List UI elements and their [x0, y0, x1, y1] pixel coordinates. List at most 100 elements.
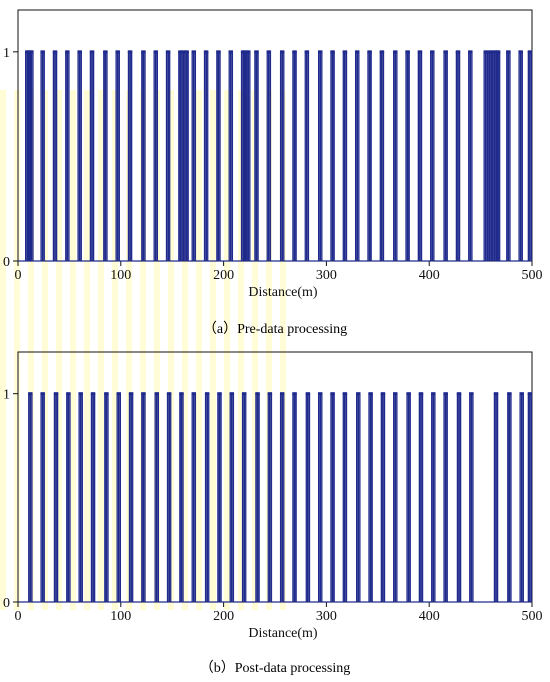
b-pulse-marker-23 — [318, 392, 323, 396]
a-pulse-marker-41 — [468, 50, 473, 54]
b-pulse-marker-31 — [418, 392, 424, 396]
b-pulse-marker-14 — [204, 392, 210, 396]
a-pulse-trace — [18, 51, 533, 262]
caption-pre-processing: （a）Pre-data processing — [202, 322, 348, 337]
a-pulse-marker-27 — [292, 50, 297, 54]
a-pulse-marker-22 — [242, 50, 248, 54]
a-pulse-marker-39 — [443, 50, 448, 54]
b-pulse-marker-2 — [53, 392, 59, 396]
b-pulse-marker-35 — [469, 392, 474, 396]
a-pulse-marker-25 — [266, 50, 272, 54]
a-pulse-marker-12 — [153, 50, 158, 54]
a-pulse-marker-3 — [40, 50, 45, 54]
b-pulse-marker-19 — [267, 392, 273, 396]
a-pulse-marker-28 — [304, 50, 310, 54]
a-pulse-marker-30 — [330, 50, 335, 54]
a-pulse-marker-48 — [518, 50, 523, 54]
b-pulse-marker-32 — [431, 392, 436, 396]
b-pulse-marker-22 — [305, 392, 311, 396]
a-pulse-marker-23 — [246, 50, 251, 54]
a-pulse-marker-13 — [165, 50, 171, 54]
b-pulse-marker-30 — [406, 392, 411, 396]
a-pulse-marker-20 — [228, 50, 233, 54]
a-pulse-marker-7 — [89, 50, 95, 54]
b-xtick-label: 400 — [419, 609, 440, 624]
a-ytick-label: 1 — [3, 46, 10, 61]
a-plot-frame — [17, 9, 533, 262]
b-pulse-marker-36 — [493, 392, 499, 396]
b-pulse-marker-24 — [330, 392, 335, 396]
a-pulse-marker-38 — [430, 50, 435, 54]
a-pulse-marker-46 — [495, 50, 501, 54]
a-pulse-marker-9 — [115, 50, 120, 54]
a-pulse-marker-18 — [203, 50, 209, 54]
b-pulse-marker-5 — [90, 392, 96, 396]
b-ytick-label: 1 — [3, 388, 10, 403]
a-pulse-marker-34 — [379, 50, 385, 54]
b-xaxis-label: Distance(m) — [248, 626, 318, 641]
a-pulse-marker-19 — [216, 50, 221, 54]
b-xtick-label: 100 — [110, 609, 131, 624]
a-pulse-marker-14 — [178, 50, 183, 54]
a-pulse-marker-4 — [52, 50, 58, 54]
a-pulse-marker-31 — [342, 50, 348, 54]
b-pulse-marker-9 — [141, 392, 146, 396]
b-pulse-marker-25 — [342, 392, 348, 396]
a-pulse-marker-8 — [103, 50, 108, 54]
a-xtick-label: 200 — [213, 268, 234, 283]
b-pulse-marker-37 — [507, 392, 512, 396]
b-xtick-label: 0 — [15, 609, 22, 624]
a-xtick-label: 100 — [110, 268, 131, 283]
b-pulse-marker-26 — [356, 392, 361, 396]
b-pulse-marker-13 — [191, 392, 196, 396]
b-pulse-marker-12 — [179, 392, 184, 396]
b-pulse-marker-38 — [519, 392, 524, 396]
caption-post-processing: （b）Post-data processing — [199, 661, 351, 676]
a-pulse-marker-24 — [254, 50, 259, 54]
a-xaxis-label: Distance(m) — [248, 285, 318, 300]
b-pulse-marker-10 — [154, 392, 159, 396]
a-pulse-marker-17 — [191, 50, 196, 54]
b-pulse-marker-4 — [78, 392, 83, 396]
b-xtick-label: 200 — [213, 609, 234, 624]
a-pulse-marker-15 — [181, 50, 186, 54]
b-pulse-marker-29 — [393, 392, 398, 396]
a-pulse-marker-40 — [455, 50, 461, 54]
a-pulse-marker-11 — [141, 50, 146, 54]
a-pulse-marker-26 — [279, 50, 285, 54]
b-pulse-marker-6 — [104, 392, 109, 396]
a-pulse-marker-5 — [65, 50, 70, 54]
a-pulse-marker-36 — [405, 50, 410, 54]
b-pulse-marker-27 — [368, 392, 373, 396]
a-pulse-marker-10 — [127, 50, 133, 54]
a-xtick-label: 300 — [316, 268, 337, 283]
b-ytick-label: 0 — [3, 596, 10, 611]
a-xtick-label: 500 — [522, 268, 543, 283]
b-pulse-marker-18 — [255, 392, 260, 396]
a-ytick-label: 0 — [3, 255, 10, 270]
b-pulse-marker-11 — [166, 392, 172, 396]
b-pulse-marker-8 — [128, 392, 134, 396]
a-pulse-marker-16 — [184, 50, 189, 54]
b-pulse-marker-3 — [66, 392, 71, 396]
b-pulse-marker-1 — [40, 392, 45, 396]
b-pulse-marker-15 — [217, 392, 222, 396]
a-xtick-label: 0 — [15, 268, 22, 283]
a-xtick-label: 400 — [419, 268, 440, 283]
a-pulse-marker-29 — [318, 50, 323, 54]
a-pulse-marker-2 — [29, 50, 34, 54]
a-pulse-marker-37 — [417, 50, 423, 54]
chart-post-processing: 0 1 0 100 200 300 400 500 Distance(m) — [3, 351, 543, 641]
chart-pre-processing: 0 1 0 100 200 300 400 500 Distance(m) — [3, 9, 543, 300]
b-pulse-marker-28 — [380, 392, 386, 396]
a-pulse-marker-42 — [483, 50, 488, 54]
b-xtick-label: 500 — [522, 609, 543, 624]
b-pulse-marker-16 — [229, 392, 235, 396]
b-pulse-marker-39 — [527, 392, 533, 396]
b-pulse-marker-34 — [456, 392, 462, 396]
a-pulse-marker-33 — [367, 50, 372, 54]
a-pulse-marker-43 — [487, 50, 493, 54]
a-pulse-marker-6 — [77, 50, 82, 54]
b-pulse-marker-17 — [241, 392, 247, 396]
